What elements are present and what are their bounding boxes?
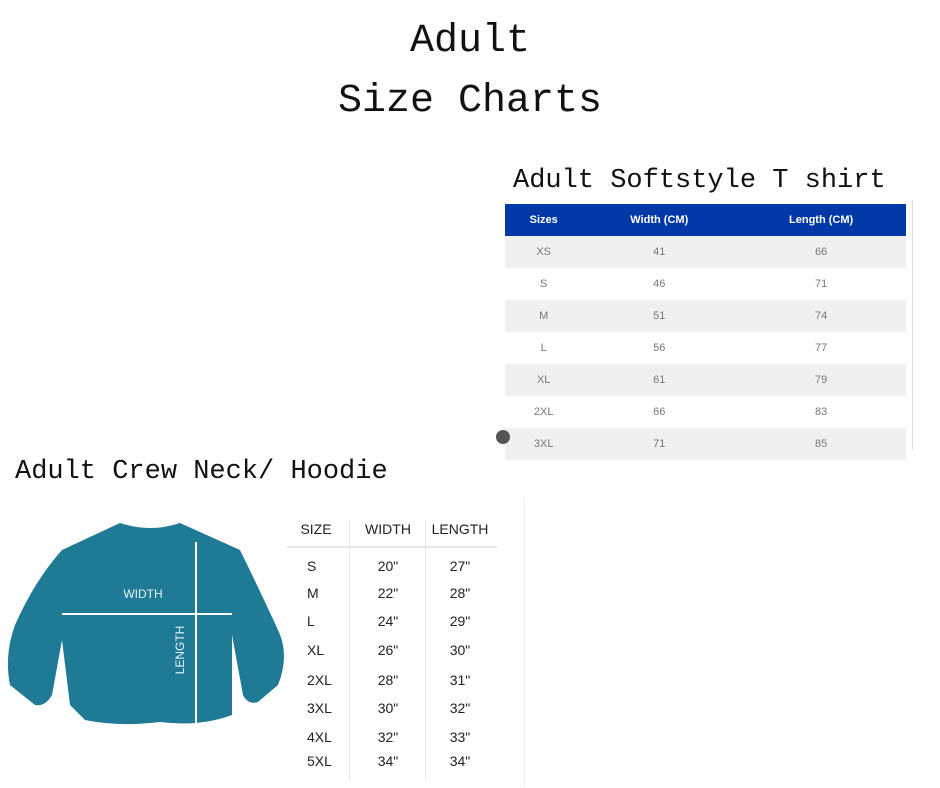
table-cell: 61 — [582, 364, 737, 396]
table-cell: 71 — [736, 268, 906, 300]
table-row: M 51 74 — [505, 300, 906, 332]
table-cell: 20" — [377, 558, 399, 574]
table-cell: L — [505, 332, 583, 364]
table-cell: 30" — [377, 700, 399, 716]
table-cell: 2XL — [505, 396, 583, 428]
column-divider — [349, 520, 350, 780]
table-cell: 30" — [449, 642, 471, 658]
column-header: Width (CM) — [582, 204, 737, 236]
table-row: XL 61 79 — [505, 364, 906, 396]
softstyle-heading: Adult Softstyle T shirt — [513, 166, 886, 196]
table-cell: 4XL — [307, 729, 332, 745]
table-cell: 3XL — [307, 700, 332, 716]
table-cell: 83 — [736, 396, 906, 428]
table-row: 3XL 71 85 — [505, 428, 906, 460]
table-cell: XL — [505, 364, 583, 396]
table-cell: 66 — [582, 396, 737, 428]
table-cell: 3XL — [505, 428, 583, 460]
table-cell: 28" — [449, 585, 471, 601]
table-cell: 27" — [449, 558, 471, 574]
table-cell: XS — [505, 236, 583, 268]
scroll-indicator-icon — [496, 430, 510, 444]
table-cell: 26" — [377, 642, 399, 658]
table-row: 2XL 66 83 — [505, 396, 906, 428]
table-cell: 85 — [736, 428, 906, 460]
length-label: LENGTH — [173, 626, 187, 675]
table-cell: 32" — [377, 729, 399, 745]
table-cell: 5XL — [307, 753, 332, 769]
page-title: Adult Size Charts — [337, 19, 603, 124]
table-cell: 2XL — [307, 672, 332, 688]
sweatshirt-image — [7, 523, 284, 725]
table-cell: S — [307, 558, 317, 574]
divider — [524, 497, 525, 787]
table-row: XS 41 66 — [505, 236, 906, 268]
column-header: WIDTH — [365, 521, 411, 537]
table-row: S 46 71 — [505, 268, 906, 300]
table-cell: 51 — [582, 300, 737, 332]
column-divider — [425, 520, 426, 780]
table-cell: 33" — [449, 729, 471, 745]
divider — [912, 200, 913, 450]
table-row: L 56 77 — [505, 332, 906, 364]
table-cell: 46 — [582, 268, 737, 300]
table-cell: L — [307, 613, 315, 629]
table-cell: 56 — [582, 332, 737, 364]
table-cell: 41 — [582, 236, 737, 268]
column-header: Sizes — [505, 204, 583, 236]
table-cell: 71 — [582, 428, 737, 460]
width-label: WIDTH — [123, 587, 162, 601]
table-cell: XL — [307, 642, 325, 658]
table-cell: 34" — [377, 753, 399, 769]
table-cell: 29" — [449, 613, 471, 629]
table-cell: 34" — [449, 753, 471, 769]
table-cell: 77 — [736, 332, 906, 364]
table-cell: 31" — [449, 672, 471, 688]
table-cell: 24" — [377, 613, 399, 629]
table-cell: M — [307, 585, 319, 601]
column-header: LENGTH — [431, 521, 489, 537]
table-cell: 28" — [377, 672, 399, 688]
crew-heading: Adult Crew Neck/ Hoodie — [15, 457, 388, 487]
table-cell: 22" — [377, 585, 399, 601]
header-divider — [287, 546, 497, 548]
table-cell: 66 — [736, 236, 906, 268]
table-cell: 79 — [736, 364, 906, 396]
table-cell: M — [505, 300, 583, 332]
table-cell: 32" — [449, 700, 471, 716]
table-cell: 74 — [736, 300, 906, 332]
table-cell: S — [505, 268, 583, 300]
softstyle-size-table: Sizes Width (CM) Length (CM) XS 41 66 S 46 71… — [505, 204, 906, 460]
sweatshirt-diagram: WIDTH LENGTH — [7, 523, 284, 727]
column-header: SIZE — [300, 521, 332, 537]
column-header: Length (CM) — [736, 204, 906, 236]
